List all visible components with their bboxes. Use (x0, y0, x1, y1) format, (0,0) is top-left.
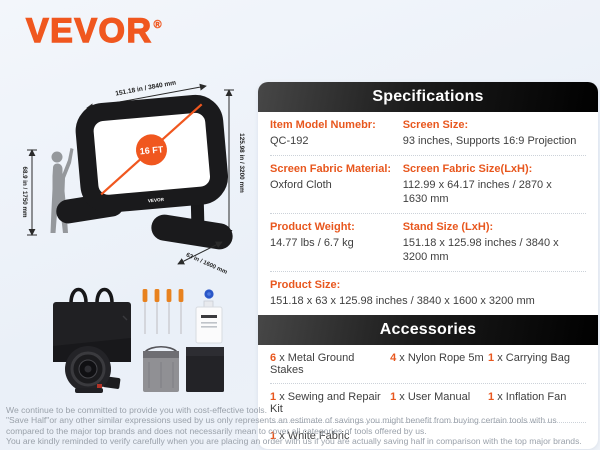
storage-pouch-photo (143, 345, 179, 392)
spec-label: Product Weight: (270, 221, 355, 233)
height-dimension: 125.98 in / 3200 mm (224, 89, 245, 237)
footer-disclaimer: We continue to be committed to provide y… (6, 405, 598, 447)
accessory-item: 1 x Carrying Bag (488, 352, 586, 376)
specifications-header: Specifications (258, 82, 598, 112)
product-dimension-diagram: 68.9 in / 1750 mm 151.18 in / 3840 mm 12… (21, 79, 245, 276)
inflatable-screen: 16 FT VEVOR (75, 94, 228, 213)
accessories-row: 1 x Sewing and Repair Kit 1 x User Manua… (270, 384, 586, 423)
specifications-title: Specifications (372, 88, 484, 105)
accessories-header: Accessories (258, 315, 598, 345)
screen-size-badge-label: 16 FT (139, 144, 164, 156)
accessories-title: Accessories (379, 321, 477, 338)
spec-row: Product Size: 151.18 x 63 x 125.98 inche… (270, 272, 586, 315)
accessory-name: x Carrying Bag (497, 352, 570, 364)
spec-cell-product-size: Product Size: 151.18 x 63 x 125.98 inche… (270, 278, 586, 308)
repair-kit-photo (195, 289, 223, 344)
accessory-qty: 1 (270, 430, 277, 442)
footer-line: compared to the major top brands and doe… (6, 425, 427, 436)
accessories-row: 1 x White Fabric (270, 423, 586, 449)
spec-label: Item Model Numebr: (270, 119, 376, 131)
spec-cell-weight: Product Weight: 14.77 lbs / 6.7 kg (270, 220, 403, 264)
spec-cell-screen-size: Screen Size: 93 inches, Supports 16:9 Pr… (403, 118, 586, 148)
accessory-qty: 4 (390, 352, 397, 364)
person-height-label: 68.9 in / 1750 mm (21, 167, 28, 218)
accessory-qty: 1 (488, 352, 495, 364)
person-silhouette (50, 148, 74, 233)
screen-size-badge (135, 134, 167, 166)
person-height-dimension: 68.9 in / 1750 mm (21, 149, 37, 236)
accessory-qty: 1 (270, 391, 277, 403)
spec-value: 14.77 lbs / 6.7 kg (270, 237, 354, 249)
spec-value: 151.18 x 63 x 125.98 inches / 3840 x 160… (270, 295, 535, 307)
accessory-name: x Inflation Fan (497, 391, 567, 403)
footer-line: "Save Half"or any other similar expressi… (6, 415, 557, 426)
accessory-item: 1 x User Manual (390, 391, 488, 415)
accessory-item: 1 x Sewing and Repair Kit (270, 391, 390, 415)
accessory-qty: 6 (270, 352, 277, 364)
spec-cell-stand-size: Stand Size (LxH): 151.18 x 125.98 inches… (403, 220, 586, 264)
accessory-name: x User Manual (399, 391, 471, 403)
spec-value: QC-192 (270, 135, 309, 147)
footer-line: We continue to be committed to provide y… (6, 404, 267, 415)
brand-logo: VEVOR® (25, 11, 164, 51)
spec-cell-fabric-material: Screen Fabric Material: Oxford Cloth (270, 162, 403, 206)
accessory-name: x White Fabric (279, 430, 350, 442)
accessory-item: 1 x Inflation Fan (488, 391, 586, 415)
accessory-name: x Nylon Rope 5m (399, 352, 484, 364)
accessory-name: x Sewing and Repair Kit (270, 391, 381, 415)
spec-row: Product Weight: 14.77 lbs / 6.7 kg Stand… (270, 214, 586, 272)
accessory-qty: 1 (390, 391, 397, 403)
spec-label: Product Size: (270, 279, 341, 291)
spec-value: 112.99 x 64.17 inches / 2870 x 1630 mm (402, 179, 552, 205)
spec-cell-fabric-size: Screen Fabric Size(LxH): 112.99 x 64.17 … (403, 162, 586, 206)
spec-label: Screen Fabric Size(LxH): (402, 163, 533, 175)
accessory-item: 4 x Nylon Rope 5m (390, 352, 488, 376)
inflation-fan-photo (65, 346, 121, 393)
specifications-panel: Specifications Item Model Numebr: QC-192… (258, 82, 598, 449)
accessory-item: 1 x White Fabric (270, 430, 390, 442)
screen-mini-logo: VEVOR (148, 197, 165, 203)
accessories-photos (53, 287, 224, 393)
spec-row: Screen Fabric Material: Oxford Cloth Scr… (270, 156, 586, 214)
footer-line: You are kindly reminded to verify carefu… (6, 436, 582, 447)
registered-trademark-icon: ® (153, 19, 164, 31)
folded-fabric-photo (186, 347, 224, 392)
spec-cell-item-model: Item Model Numebr: QC-192 (270, 118, 403, 148)
accessories-row: 6 x Metal Ground Stakes 4 x Nylon Rope 5… (270, 345, 586, 384)
accessory-name: x Metal Ground Stakes (270, 352, 355, 376)
spec-row: Item Model Numebr: QC-192 Screen Size: 9… (270, 112, 586, 156)
spec-value: 93 inches, Supports 16:9 Projection (402, 135, 577, 147)
accessory-item: 6 x Metal Ground Stakes (270, 352, 390, 376)
accessory-qty: 1 (488, 391, 495, 403)
height-label: 125.98 in / 3200 mm (238, 133, 245, 193)
spec-label: Screen Fabric Material: (270, 163, 392, 175)
spec-value: Oxford Cloth (270, 179, 332, 191)
brand-logo-text: VEVOR (25, 11, 153, 50)
spec-value: 151.18 x 125.98 inches / 3840 x 3200 mm (402, 237, 559, 263)
width-label: 151.18 in / 3840 mm (115, 79, 177, 97)
spec-label: Stand Size (LxH): (402, 221, 494, 233)
ground-stakes-photo (142, 289, 184, 334)
spec-label: Screen Size: (402, 119, 469, 131)
depth-label: 63 in / 1600 mm (185, 252, 228, 276)
